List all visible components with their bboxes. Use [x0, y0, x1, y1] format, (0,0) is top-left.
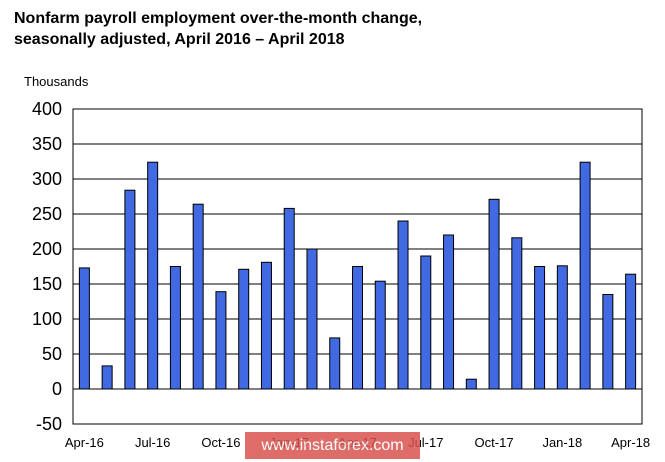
- chart-subtitle: seasonally adjusted, April 2016 – April …: [14, 31, 345, 48]
- bar: [306, 248, 318, 390]
- bar: [124, 189, 136, 390]
- bar: [602, 294, 614, 390]
- x-tick-label: Oct-16: [201, 435, 240, 450]
- x-tick-label: Jul-16: [135, 435, 170, 450]
- x-tick-label: Apr-16: [65, 435, 104, 450]
- chart-title: Nonfarm payroll employment over-the-mont…: [14, 8, 614, 50]
- bar: [215, 291, 227, 390]
- bar: [579, 161, 591, 390]
- bar: [238, 268, 250, 390]
- chart-title-line1: Nonfarm payroll employment over-the-mont…: [14, 10, 423, 27]
- bar: [78, 267, 90, 390]
- bar: [534, 266, 546, 390]
- y-tick-label: 300: [32, 169, 62, 189]
- bar: [283, 207, 295, 390]
- y-tick-label: 150: [32, 274, 62, 294]
- y-tick-label: 250: [32, 204, 62, 224]
- plot-frame: [72, 108, 643, 425]
- x-tick-label: Jan-18: [542, 435, 582, 450]
- y-tick-label: 0: [52, 379, 62, 399]
- bar: [169, 266, 181, 390]
- bar: [465, 378, 477, 390]
- y-tick-label: 400: [32, 99, 62, 119]
- x-tick-label: Apr-18: [611, 435, 650, 450]
- y-tick-label: 100: [32, 309, 62, 329]
- bar: [488, 198, 500, 390]
- bar: [443, 234, 455, 390]
- watermark: www.instaforex.com: [245, 432, 420, 459]
- bar: [511, 237, 523, 390]
- bar: [374, 280, 386, 390]
- y-tick-label: 50: [42, 344, 62, 364]
- bar: [556, 265, 568, 390]
- bars: [78, 161, 637, 390]
- bar: [329, 337, 341, 390]
- bar: [420, 255, 432, 390]
- x-tick-label: Oct-17: [475, 435, 514, 450]
- bar: [147, 161, 159, 390]
- y-axis-label: Thousands: [24, 74, 89, 89]
- bar: [260, 261, 272, 390]
- bar: [625, 273, 637, 390]
- y-tick-label: 350: [32, 134, 62, 154]
- bar: [192, 203, 204, 390]
- bar: [352, 266, 363, 390]
- y-tick-label: -50: [36, 414, 62, 434]
- y-tick-label: 200: [32, 239, 62, 259]
- y-tick-labels: 400 350 300 250 200 150 100 50 0 -50: [32, 99, 62, 434]
- bar: [397, 220, 409, 390]
- bar: [101, 365, 113, 390]
